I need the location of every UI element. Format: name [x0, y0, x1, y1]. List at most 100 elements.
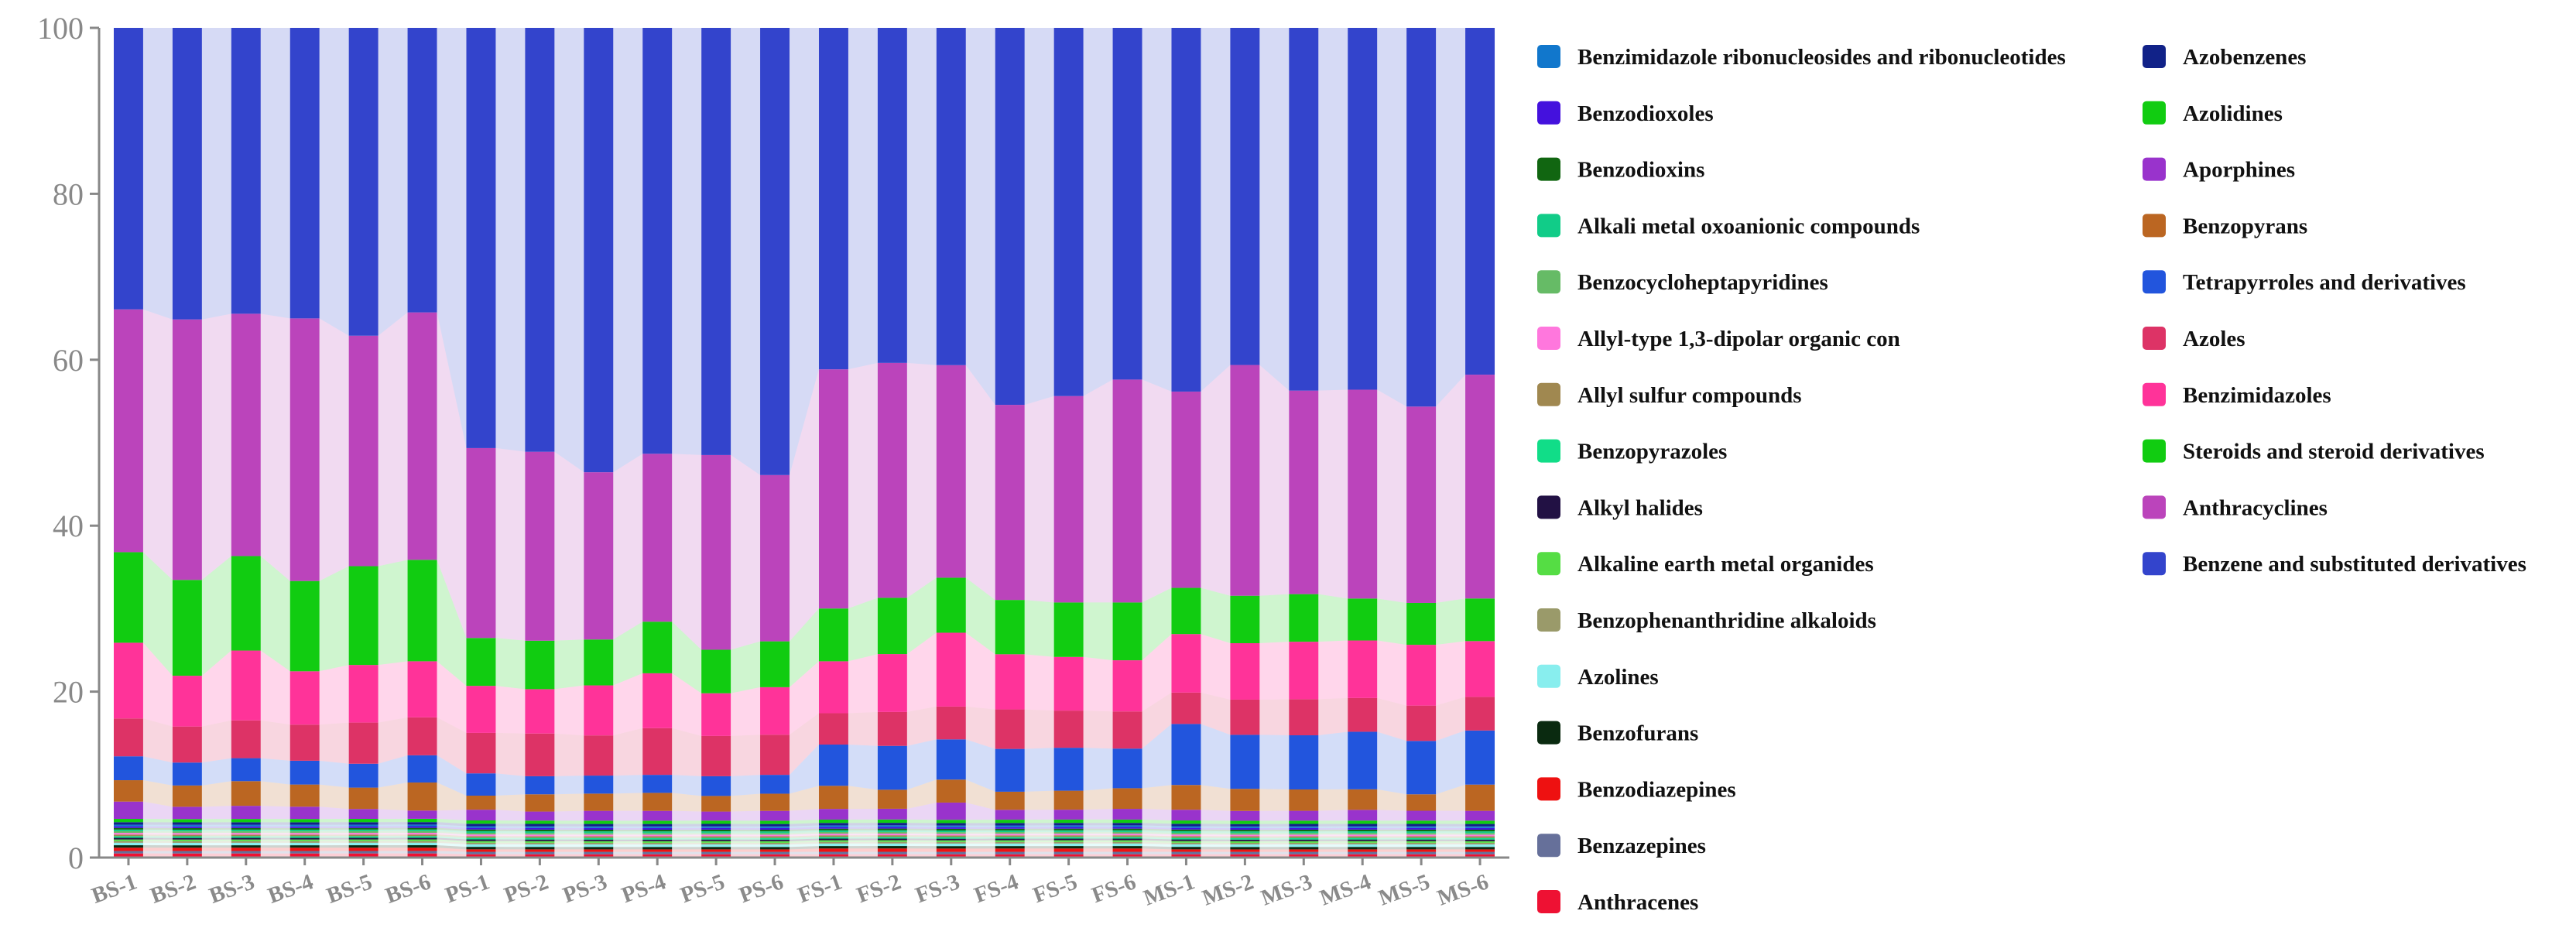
- bar-segment-alkali-metal-oxoanionic-compounds-ps-3: [584, 831, 614, 834]
- bar-segment-allyl-type-1-3-dipolar-organic-con-ps-1: [466, 834, 496, 837]
- bar-segment-azolines-ms-6: [1465, 844, 1495, 848]
- band-azobenzenes-ms-1: [1201, 824, 1231, 827]
- bar-segment-azobenzenes-ms-2: [1230, 824, 1260, 827]
- band-azobenzenes-ps-3: [613, 824, 643, 827]
- bar-segment-benzimidazole-ribonucleosides-and-ribonucleotides-fs-3: [936, 825, 966, 827]
- bar-segment-allyl-sulfur-compounds-fs-2: [877, 835, 907, 837]
- bar-segment-alkyl-halides-ps-6: [760, 839, 790, 841]
- band-allyl-sulfur-compounds-fs-2: [906, 835, 937, 837]
- bar-segment-benzophenanthridine-alkaloids-bs-4: [289, 841, 320, 843]
- bar-segment-aporphines-bs-1: [113, 801, 143, 820]
- bar-segment-anthracenes-bs-2: [172, 853, 202, 858]
- bar-segment-allyl-type-1-3-dipolar-organic-con-bs-2: [172, 833, 202, 835]
- bar-segment-alkyl-halides-fs-5: [1053, 838, 1084, 841]
- band-allyl-sulfur-compounds-ms-5: [1436, 836, 1466, 838]
- bar-segment-benzodioxoles-fs-6: [1112, 827, 1142, 829]
- band-benzofurans-bs-4: [319, 845, 349, 848]
- band-azolidines-ps-6: [790, 819, 819, 824]
- bar-segment-benzimidazole-ribonucleosides-and-ribonucleotides-bs-1: [113, 824, 143, 827]
- band-alkali-metal-oxoanionic-compounds-fs-5: [1083, 830, 1113, 832]
- bar-segment-benzazepines-bs-4: [289, 851, 320, 854]
- bar-segment-alkali-metal-oxoanionic-compounds-bs-5: [348, 829, 379, 831]
- bar-segment-benzocycloheptapyridines-ps-3: [584, 833, 614, 835]
- band-azoles-bs-6: [437, 717, 467, 774]
- bar-segment-benzocycloheptapyridines-ps-6: [760, 833, 790, 835]
- bar-segment-benzopyrazoles-fs-1: [818, 837, 848, 839]
- band-alkaline-earth-metal-organides-fs-6: [1142, 840, 1172, 843]
- band-benzodioxoles-bs-5: [378, 826, 408, 828]
- bar-segment-benzofurans-bs-3: [231, 845, 261, 848]
- bar-segment-allyl-sulfur-compounds-ps-1: [466, 836, 496, 838]
- bar-segment-azolidines-fs-5: [1053, 819, 1084, 824]
- band-alkali-metal-oxoanionic-compounds-ms-4: [1377, 831, 1407, 834]
- bar-segment-benzopyrazoles-fs-3: [936, 837, 966, 839]
- band-benzopyrazoles-fs-4: [1024, 837, 1054, 839]
- bar-segment-azobenzenes-ms-3: [1289, 824, 1319, 827]
- bar-segment-benzodioxins-ms-4: [1348, 829, 1378, 831]
- band-allyl-sulfur-compounds-bs-3: [260, 834, 290, 837]
- bar-segment-alkaline-earth-metal-organides-bs-3: [231, 839, 261, 841]
- bar-segment-benzodioxoles-ps-3: [584, 827, 614, 830]
- bar-segment-benzopyrazoles-bs-2: [172, 836, 202, 838]
- bar-segment-steroids-and-steroid-derivatives-ms-2: [1230, 595, 1260, 644]
- band-benzocycloheptapyridines-ms-4: [1377, 833, 1407, 835]
- bar-segment-benzimidazoles-bs-5: [348, 665, 379, 723]
- bar-segment-tetrapyrroles-and-derivatives-fs-4: [995, 748, 1025, 792]
- band-aporphines-bs-1: [142, 801, 173, 820]
- band-benzophenanthridine-alkaloids-fs-6: [1142, 841, 1172, 844]
- legend-swatch: [2143, 101, 2166, 125]
- band-benzazepines-ps-1: [495, 851, 526, 854]
- bar-segment-benzopyrans-fs-3: [936, 779, 966, 803]
- bar-segment-benzopyrans-fs-4: [995, 791, 1025, 810]
- band-benzimidazole-ribonucleosides-and-ribonucleotides-ps-1: [495, 826, 526, 828]
- bar-segment-anthracenes-fs-5: [1053, 854, 1084, 858]
- legend-item-azobenzenes: Azobenzenes: [2143, 45, 2306, 70]
- bar-segment-allyl-type-1-3-dipolar-organic-con-ps-4: [642, 834, 673, 837]
- band-benzodiazepines-ps-4: [672, 849, 702, 852]
- band-benzodioxins-ps-2: [554, 829, 584, 832]
- bar-segment-benzopyrazoles-ps-3: [584, 837, 614, 840]
- band-anthracyclines-ps-1: [495, 447, 526, 641]
- bar-segment-benzodioxins-ps-6: [760, 830, 790, 832]
- bar-segment-benzodioxoles-ps-1: [466, 827, 496, 830]
- bar-segment-benzodiazepines-ps-1: [466, 849, 496, 852]
- band-azoles-bs-3: [260, 720, 290, 761]
- band-benzocycloheptapyridines-fs-1: [848, 831, 878, 834]
- band-steroids-and-steroid-derivatives-ps-1: [495, 638, 526, 690]
- bar-segment-benzopyrans-ms-1: [1171, 785, 1201, 810]
- legend-label: Benzophenanthridine alkaloids: [1577, 608, 1876, 633]
- bar-segment-allyl-sulfur-compounds-ps-2: [525, 836, 555, 838]
- bar-segment-allyl-sulfur-compounds-ps-4: [642, 836, 673, 838]
- band-tetrapyrroles-and-derivatives-bs-6: [437, 755, 467, 796]
- bar-segment-azobenzenes-ps-6: [760, 824, 790, 827]
- band-benzopyrazoles-ms-3: [1318, 837, 1348, 840]
- bar-segment-azolidines-fs-1: [818, 819, 848, 824]
- band-benzodioxoles-bs-3: [260, 826, 290, 828]
- x-tick-label: PS-3: [560, 869, 610, 908]
- bar-segment-alkali-metal-oxoanionic-compounds-bs-6: [407, 829, 437, 831]
- band-benzopyrazoles-bs-6: [437, 836, 467, 840]
- band-aporphines-ms-2: [1259, 810, 1290, 821]
- bar-segment-benzodioxoles-ps-4: [642, 827, 673, 830]
- band-allyl-sulfur-compounds-ms-3: [1318, 836, 1348, 838]
- bar-segment-benzimidazole-ribonucleosides-and-ribonucleotides-bs-6: [407, 824, 437, 827]
- bar-segment-benzimidazoles-fs-4: [995, 654, 1025, 710]
- band-tetrapyrroles-and-derivatives-ms-3: [1318, 731, 1348, 789]
- band-benzocycloheptapyridines-ms-1: [1201, 833, 1231, 835]
- band-anthracyclines-ps-6: [790, 369, 819, 642]
- bar-segment-benzene-and-substituted-derivatives-ms-2: [1230, 28, 1260, 365]
- band-benzocycloheptapyridines-ps-5: [731, 833, 761, 835]
- band-benzocycloheptapyridines-ms-3: [1318, 833, 1348, 835]
- band-benzophenanthridine-alkaloids-ps-3: [613, 842, 643, 845]
- legend-swatch: [1537, 495, 1560, 519]
- bar-segment-azoles-ms-1: [1171, 692, 1201, 724]
- bar-segment-benzodioxoles-ps-2: [525, 827, 555, 830]
- bar-segment-benzimidazole-ribonucleosides-and-ribonucleotides-ms-3: [1289, 826, 1319, 828]
- bar-segment-allyl-type-1-3-dipolar-organic-con-fs-2: [877, 834, 907, 836]
- band-benzene-and-substituted-derivatives-ps-3: [613, 28, 643, 473]
- bar-segment-benzimidazoles-ms-3: [1289, 642, 1319, 700]
- band-azobenzenes-bs-4: [319, 822, 349, 825]
- legend-label: Allyl-type 1,3-dipolar organic con: [1577, 327, 1900, 351]
- band-azolines-bs-6: [437, 842, 467, 848]
- bar-segment-benzodioxins-bs-2: [172, 827, 202, 830]
